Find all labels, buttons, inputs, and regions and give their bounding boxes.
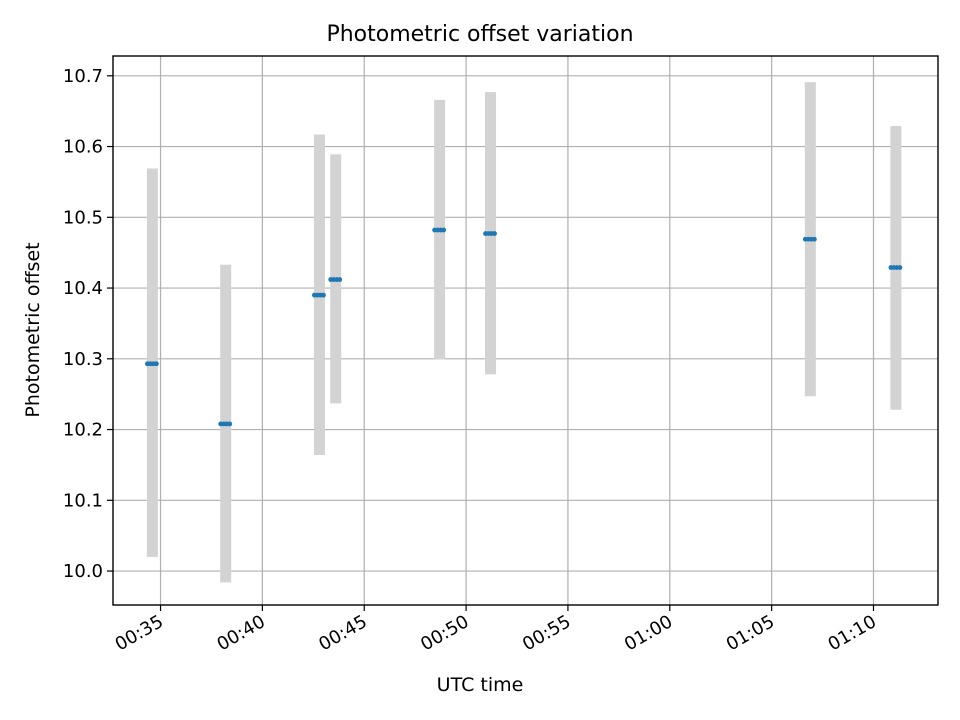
data-point bbox=[227, 421, 233, 427]
y-tick-label: 10.1 bbox=[63, 490, 103, 511]
data-point bbox=[337, 277, 343, 282]
data-point bbox=[897, 265, 903, 270]
y-tick-label: 10.0 bbox=[63, 561, 103, 582]
x-axis-label: UTC time bbox=[436, 674, 524, 696]
x-tick-label: 01:00 bbox=[621, 611, 676, 655]
chart-title: Photometric offset variation bbox=[326, 22, 634, 47]
x-tick-label: 01:05 bbox=[723, 611, 778, 655]
plot-frame bbox=[112, 55, 939, 606]
x-tick-label: 00:50 bbox=[417, 611, 472, 655]
x-tick-label: 01:10 bbox=[825, 611, 880, 655]
data-point bbox=[441, 227, 447, 233]
x-tick-label: 00:45 bbox=[315, 611, 370, 655]
y-tick-label: 10.2 bbox=[63, 420, 103, 441]
y-tick-label: 10.6 bbox=[63, 137, 103, 158]
y-tick-label: 10.4 bbox=[63, 278, 103, 299]
data-point bbox=[321, 292, 326, 298]
y-tick-label: 10.3 bbox=[63, 349, 103, 370]
data-point bbox=[811, 236, 817, 242]
x-tick-label: 00:55 bbox=[519, 611, 574, 655]
y-tick-label: 10.5 bbox=[63, 207, 103, 228]
data-point bbox=[492, 231, 497, 236]
data-point bbox=[153, 361, 159, 367]
x-tick-label: 00:40 bbox=[213, 611, 268, 655]
y-tick-label: 10.7 bbox=[63, 66, 103, 87]
x-tick-label: 00:35 bbox=[112, 611, 167, 655]
y-axis-label: Photometric offset bbox=[22, 242, 44, 418]
